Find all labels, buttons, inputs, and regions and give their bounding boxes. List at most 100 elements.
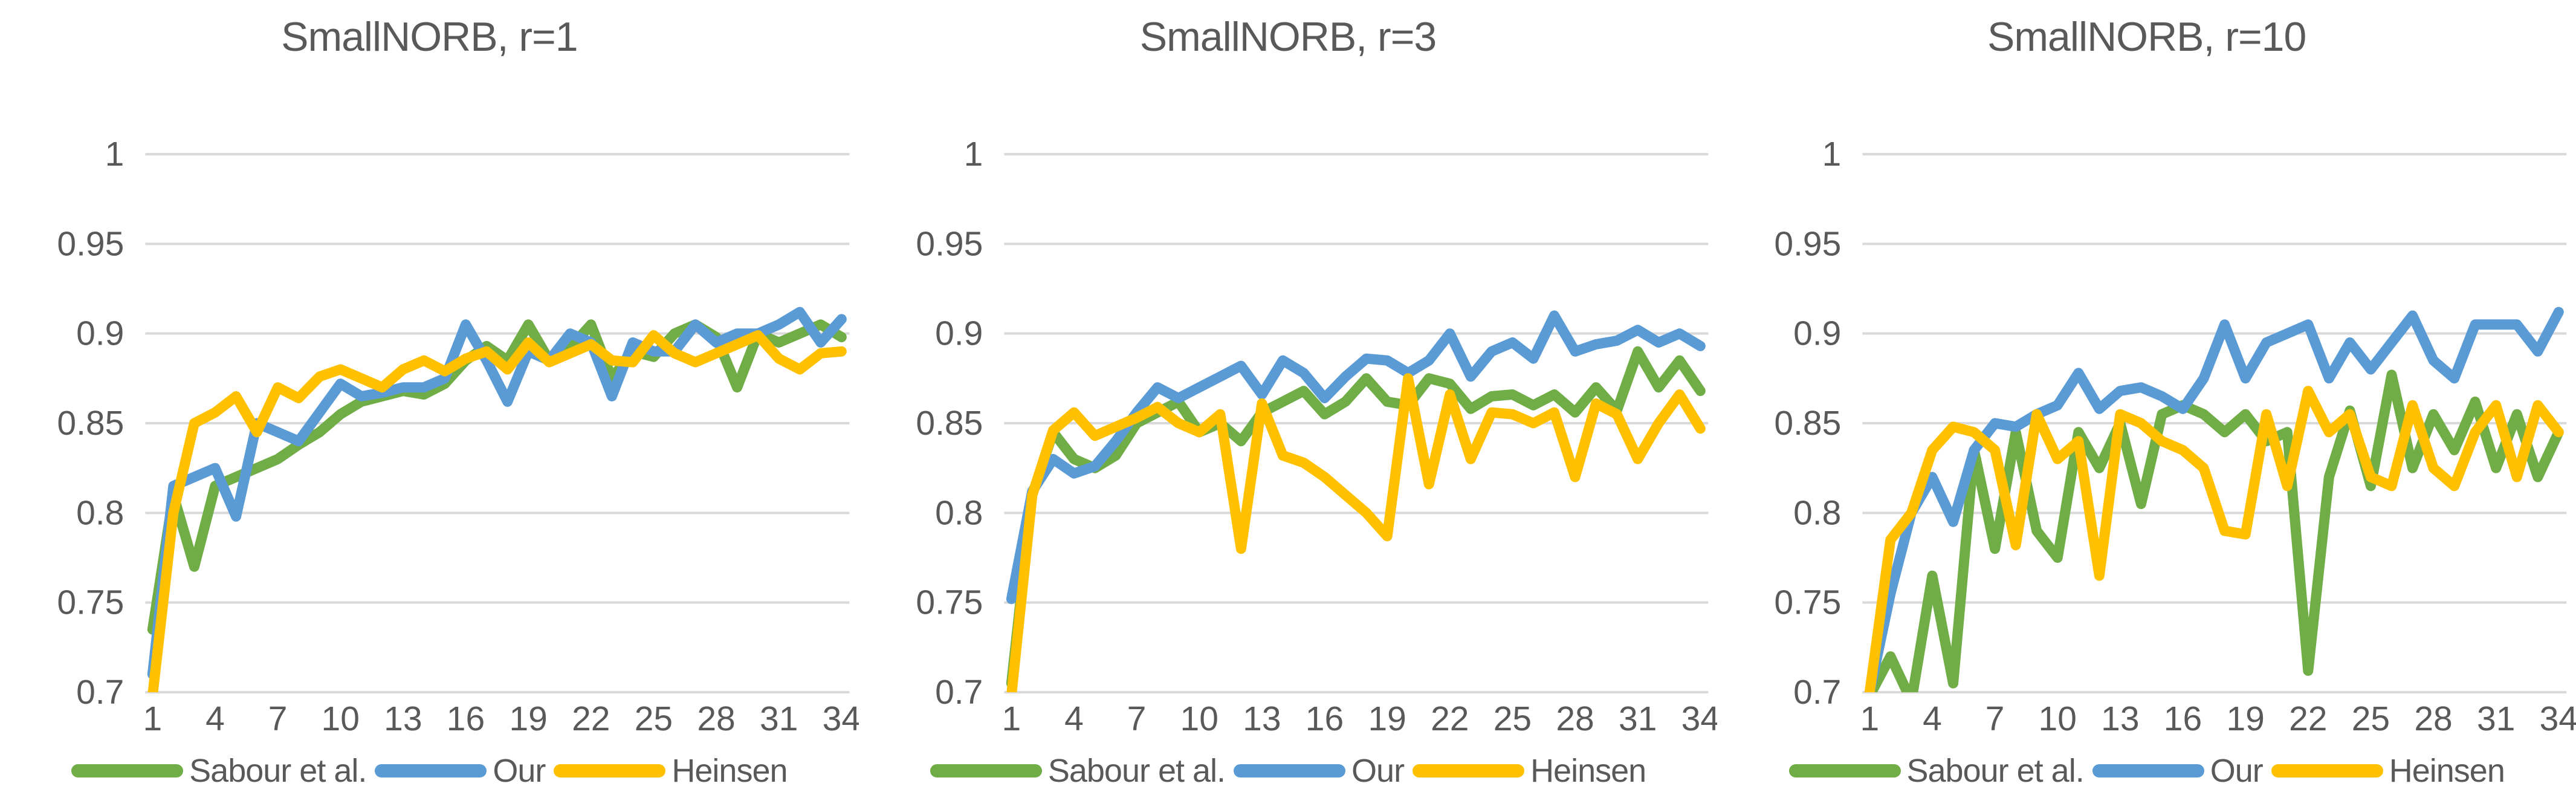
- legend-item-sabour-et-al: Sabour et al.: [71, 752, 367, 790]
- x-axis-tick-label: 31: [1619, 699, 1657, 738]
- x-axis-tick-label: 16: [447, 699, 485, 738]
- y-axis-tick-label: 0.75: [57, 583, 124, 622]
- x-axis-tick-label: 28: [1556, 699, 1594, 738]
- y-axis-tick-label: 0.95: [57, 224, 124, 263]
- chart-panel-r10: SmallNORB, r=10 1 0.95 0.9 0.85 0.8 0.75 0.7 1 4…: [1717, 0, 2576, 792]
- y-axis-tick-label: 0.95: [916, 224, 983, 263]
- y-axis-tick-label: 1: [963, 135, 983, 174]
- legend-item-sabour-et-al: Sabour et al.: [930, 752, 1226, 790]
- y-axis-tick-label: 1: [105, 135, 125, 174]
- series-line-heinsen: [1865, 386, 2565, 692]
- legend-line-swatch-green: [1788, 764, 1901, 777]
- legend-label: Sabour et al.: [1906, 753, 2085, 789]
- x-axis-tick-label: 19: [2227, 699, 2265, 738]
- chart-title: SmallNORB, r=1: [281, 14, 578, 60]
- legend-line-swatch-yellow: [2271, 764, 2383, 777]
- x-axis-tick-label: 1: [1002, 699, 1021, 738]
- legend-label: Sabour et al.: [189, 753, 367, 789]
- x-axis-tick-label: 13: [384, 699, 422, 738]
- x-axis-tick-label: 25: [2352, 699, 2390, 738]
- x-axis-tick-label: 7: [1127, 699, 1146, 738]
- y-axis-tick-label: 0.7: [76, 673, 124, 712]
- series-line-our: [147, 307, 847, 680]
- chart-panel-r1: SmallNORB, r=1 1 0.95 0.9 0.85 0.8 0.75 0.7 1 4 7…: [0, 0, 859, 792]
- x-axis-tick-label: 19: [509, 699, 547, 738]
- legend-line-swatch-green: [71, 764, 184, 777]
- legend: Sabour et al. Our Heinsen: [859, 750, 1718, 792]
- legend-label: Our: [493, 753, 546, 789]
- x-axis-tick-label: 4: [1923, 699, 1942, 738]
- x-axis-tick-label: 31: [2477, 699, 2515, 738]
- y-axis-tick-label: 0.85: [57, 404, 124, 443]
- legend-line-swatch-blue: [2092, 764, 2204, 777]
- chart-title: SmallNORB, r=10: [1987, 14, 2306, 60]
- x-axis-tick-label: 13: [1243, 699, 1281, 738]
- x-axis-tick-label: 25: [1493, 699, 1531, 738]
- y-axis-tick-label: 0.8: [935, 493, 983, 532]
- legend-item-our: Our: [1234, 752, 1405, 790]
- x-axis-tick-label: 22: [2289, 699, 2327, 738]
- x-axis-tick-label: 28: [697, 699, 735, 738]
- series-line-sabour-et-al: [1006, 346, 1706, 689]
- series-line-sabour-et-al: [1866, 369, 2565, 692]
- x-axis-tick-label: 10: [1180, 699, 1218, 738]
- legend-line-swatch-blue: [1234, 764, 1346, 777]
- plot-area: 1 0.95 0.9 0.85 0.8 0.75 0.7 1 4 7 10 13 16 19 22 25 28 3…: [916, 135, 1717, 738]
- series-line-sabour-et-al: [147, 319, 847, 635]
- x-axis-tick-label: 10: [322, 699, 360, 738]
- y-axis-tick-label: 0.7: [935, 673, 983, 712]
- x-axis-tick-label: 1: [1860, 699, 1880, 738]
- y-axis-tick-label: 0.85: [916, 404, 983, 443]
- legend-line-swatch-yellow: [554, 764, 666, 777]
- x-axis-tick-label: 16: [1305, 699, 1343, 738]
- legend-item-heinsen: Heinsen: [2271, 752, 2505, 790]
- x-axis-tick-label: 19: [1368, 699, 1406, 738]
- legend-label: Our: [2210, 753, 2264, 789]
- legend-item-heinsen: Heinsen: [1413, 752, 1646, 790]
- x-axis-tick-label: 16: [2164, 699, 2202, 738]
- plot-area: 1 0.95 0.9 0.85 0.8 0.75 0.7 1 4 7 10 13 16 19 22 25 28 3…: [1775, 135, 2576, 738]
- legend: Sabour et al. Our Heinsen: [0, 750, 859, 792]
- y-axis-tick-label: 0.75: [1775, 583, 1842, 622]
- x-axis-tick-label: 10: [2039, 699, 2077, 738]
- x-axis-tick-label: 25: [635, 699, 673, 738]
- x-axis-tick-label: 34: [1681, 699, 1717, 738]
- y-axis-tick-label: 0.95: [1775, 224, 1842, 263]
- x-axis-tick-label: 7: [1985, 699, 2005, 738]
- plot-area: 1 0.95 0.9 0.85 0.8 0.75 0.7 1 4 7 10 13 16 19 22 25 28 3…: [57, 135, 859, 738]
- y-axis-tick-label: 0.9: [76, 314, 124, 353]
- y-axis-tick-label: 0.7: [1793, 673, 1841, 712]
- chart-title: SmallNORB, r=3: [1139, 14, 1437, 60]
- x-axis-tick-label: 28: [2415, 699, 2453, 738]
- x-axis-tick-label: 7: [268, 699, 288, 738]
- x-axis-tick-label: 4: [205, 699, 225, 738]
- x-axis-tick-label: 31: [760, 699, 798, 738]
- x-axis-tick-label: 22: [1431, 699, 1469, 738]
- series-line-heinsen: [147, 330, 847, 692]
- x-axis-tick-label: 34: [823, 699, 859, 738]
- legend-label: Our: [1351, 753, 1405, 789]
- x-axis-tick-label: 22: [572, 699, 610, 738]
- legend-label: Heinsen: [1530, 753, 1646, 789]
- legend-item-sabour-et-al: Sabour et al.: [1788, 752, 2085, 790]
- legend: Sabour et al. Our Heinsen: [1717, 750, 2576, 792]
- legend-line-swatch-green: [930, 764, 1042, 777]
- y-axis-tick-label: 0.8: [1793, 493, 1841, 532]
- x-axis-tick-label: 1: [143, 699, 162, 738]
- y-axis-tick-label: 0.9: [935, 314, 983, 353]
- legend-item-heinsen: Heinsen: [554, 752, 788, 790]
- y-axis-tick-label: 0.9: [1793, 314, 1841, 353]
- x-axis-tick-label: 4: [1064, 699, 1084, 738]
- legend-label: Sabour et al.: [1047, 753, 1226, 789]
- legend-label: Heinsen: [672, 753, 788, 789]
- x-axis-tick-label: 13: [2102, 699, 2140, 738]
- legend-item-our: Our: [375, 752, 546, 790]
- series-line-heinsen: [1006, 373, 1706, 692]
- legend-item-our: Our: [2092, 752, 2264, 790]
- y-axis-tick-label: 0.75: [916, 583, 983, 622]
- y-axis-tick-label: 0.85: [1775, 404, 1842, 443]
- y-axis-tick-label: 0.8: [76, 493, 124, 532]
- legend-line-swatch-blue: [375, 764, 487, 777]
- x-axis-tick-label: 34: [2540, 699, 2576, 738]
